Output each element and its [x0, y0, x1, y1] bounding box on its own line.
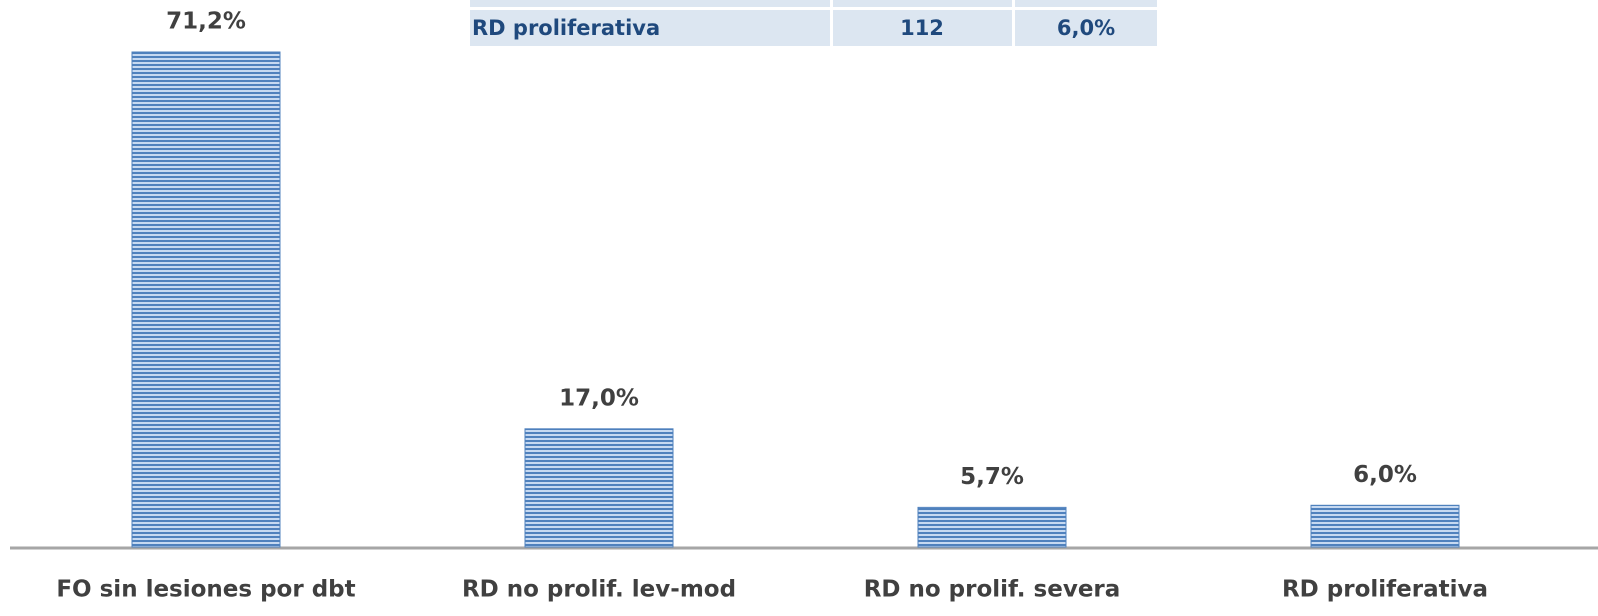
x-tick-label: RD no prolif. lev-mod: [462, 577, 736, 603]
value-label: 6,0%: [1353, 462, 1417, 488]
table-cell: [1015, 10, 1157, 46]
value-label: 5,7%: [960, 464, 1024, 490]
x-tick-label: FO sin lesiones por dbt: [56, 577, 355, 603]
table-cell: [470, 10, 830, 46]
bar: [131, 51, 281, 548]
x-tick-label: RD no prolif. severa: [864, 577, 1121, 603]
table-cell: [470, 0, 830, 7]
bar: [524, 428, 674, 548]
bar: [917, 506, 1067, 548]
x-tick-label: RD proliferativa: [1282, 577, 1488, 603]
table-cell-text: RD proliferativa: [472, 16, 660, 40]
table: RD proliferativa 112 6,0%: [470, 0, 1157, 46]
table-cell: [833, 10, 1012, 46]
table-cell-text: 6,0%: [1057, 16, 1115, 40]
table-cell: [1015, 0, 1157, 7]
value-label: 71,2%: [166, 9, 246, 35]
value-label: 17,0%: [559, 385, 639, 411]
table-cell-text: 112: [900, 16, 944, 40]
table-cell: [833, 0, 1012, 7]
bar: [1310, 504, 1460, 548]
